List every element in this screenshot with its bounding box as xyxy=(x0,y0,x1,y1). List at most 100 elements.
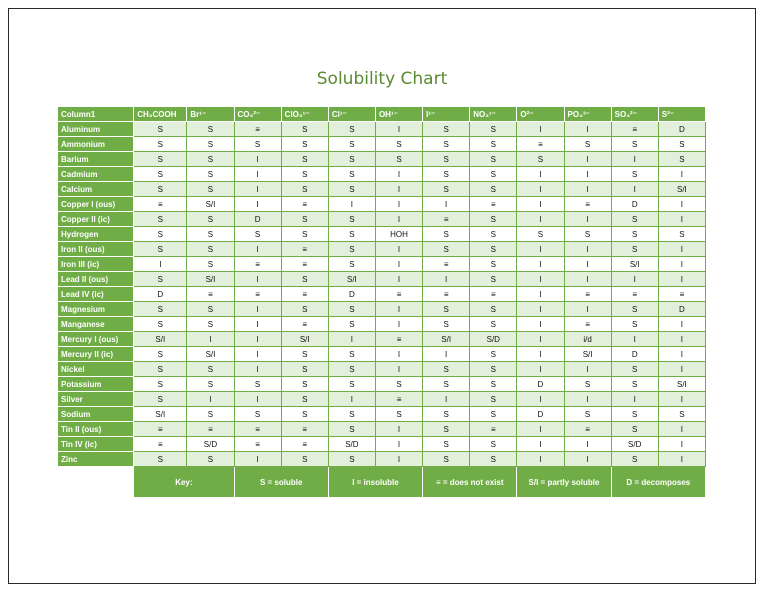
table-cell: I xyxy=(563,256,612,272)
table-cell: S xyxy=(280,151,329,167)
table-cell: ≡ xyxy=(469,421,518,437)
table-cell: ≡ xyxy=(280,241,329,257)
table-cell: ≡ xyxy=(610,121,659,137)
table-cell: S xyxy=(610,226,659,242)
table-cell: S xyxy=(233,406,282,422)
table-row: Iron III (ic) I S ≡ ≡ S I ≡ S I I S/I I xyxy=(56,256,707,272)
table-cell: S/I xyxy=(657,181,707,197)
key-row: Key: S = soluble I = insoluble ≡ = does not… xyxy=(57,466,707,498)
table-cell: S xyxy=(186,406,235,422)
table-cell: I xyxy=(516,256,565,272)
table-cell: S xyxy=(186,256,235,272)
table-cell: S xyxy=(133,376,188,392)
table-cell: S xyxy=(469,121,518,137)
table-cell: I xyxy=(657,316,707,332)
table-cell: S xyxy=(469,301,518,317)
table-cell: S xyxy=(186,361,235,377)
table-cell: ≡ xyxy=(610,286,659,302)
table-row: Cadmium S S I S S I S S I I S I xyxy=(56,166,707,182)
row-header: Nickel xyxy=(56,361,135,377)
table-cell: I xyxy=(610,151,659,167)
table-cell: ≡ xyxy=(233,256,282,272)
row-header: Cadmium xyxy=(56,166,135,182)
key-spacer xyxy=(57,466,134,498)
row-header: Lead IV (ic) xyxy=(56,286,135,302)
row-header: Copper II (ic) xyxy=(56,211,135,227)
key-entry: I = insoluble xyxy=(327,466,424,498)
table-cell: I xyxy=(516,451,565,467)
row-header: Silver xyxy=(56,391,135,407)
table-cell: S xyxy=(469,376,518,392)
table-cell: ≡ xyxy=(374,331,424,347)
table-cell: ≡ xyxy=(233,286,282,302)
table-cell: S xyxy=(422,166,471,182)
table-cell: S xyxy=(327,421,376,437)
table-cell: S xyxy=(563,376,612,392)
table-cell: I xyxy=(374,211,424,227)
table-cell: I xyxy=(657,421,707,437)
column-header: O²⁻ xyxy=(516,106,565,122)
table-cell: S/I xyxy=(186,271,235,287)
table-cell: ≡ xyxy=(186,421,235,437)
table-cell: S xyxy=(327,151,376,167)
table-cell: I xyxy=(233,181,282,197)
table-cell: S xyxy=(186,226,235,242)
table-cell: D xyxy=(327,286,376,302)
table-cell: I xyxy=(657,241,707,257)
table-cell: S xyxy=(422,121,471,137)
row-header: Lead II (ous) xyxy=(56,271,135,287)
table-cell: S/I xyxy=(657,376,707,392)
table-cell: S xyxy=(133,316,188,332)
table-cell: S xyxy=(133,166,188,182)
table-row: Copper I (ous) ≡ S/I I ≡ I I I ≡ I ≡ D I xyxy=(56,196,707,212)
table-cell: I xyxy=(516,196,565,212)
table-cell: S xyxy=(327,166,376,182)
table-cell: ≡ xyxy=(516,136,565,152)
table-cell: S xyxy=(374,136,424,152)
table-cell: I xyxy=(374,256,424,272)
table-cell: S xyxy=(327,451,376,467)
table-cell: I xyxy=(657,271,707,287)
table-row: Aluminum S S ≡ S S I S S I I ≡ D xyxy=(56,121,707,137)
table-cell: I xyxy=(657,436,707,452)
table-cell: S/D xyxy=(469,331,518,347)
table-cell: ≡ xyxy=(280,196,329,212)
table-cell: S xyxy=(610,316,659,332)
column-header: CO₃²⁻ xyxy=(233,106,282,122)
key-entry: S/I = partly soluble xyxy=(516,466,612,498)
table-cell: S xyxy=(133,391,188,407)
table-cell: S xyxy=(327,256,376,272)
table-cell: S/D xyxy=(610,436,659,452)
table-cell: S xyxy=(469,151,518,167)
table-cell: I xyxy=(516,301,565,317)
table-cell: S xyxy=(133,241,188,257)
table-cell: D xyxy=(610,196,659,212)
table-cell: S xyxy=(610,301,659,317)
solubility-table: Column1 CH₃COOH Br¹⁻ CO₃²⁻ ClO₃¹⁻ Cl¹⁻ OH¹⁻ I¹⁻… xyxy=(56,106,707,498)
table-cell: S xyxy=(233,136,282,152)
table-row: Sodium S/I S S S S S S S D S S S xyxy=(56,406,707,422)
table-cell: I xyxy=(516,346,565,362)
table-cell: I xyxy=(233,196,282,212)
table-cell: I xyxy=(422,271,471,287)
row-header: Potassium xyxy=(56,376,135,392)
table-cell: S xyxy=(422,361,471,377)
table-cell: S xyxy=(280,451,329,467)
table-cell: I xyxy=(563,271,612,287)
table-cell: I xyxy=(563,211,612,227)
table-cell: S xyxy=(610,376,659,392)
table-cell: S xyxy=(133,301,188,317)
table-cell: S xyxy=(133,451,188,467)
table-cell: D xyxy=(133,286,188,302)
table-cell: S xyxy=(280,181,329,197)
table-cell: S xyxy=(516,226,565,242)
table-cell: I xyxy=(233,166,282,182)
table-cell: S xyxy=(469,436,518,452)
key-entry: ≡ = does not exist xyxy=(422,466,518,498)
column-header: Cl¹⁻ xyxy=(327,106,376,122)
table-cell: S xyxy=(233,226,282,242)
row-header: Iron II (ous) xyxy=(56,241,135,257)
table-cell: S xyxy=(422,181,471,197)
table-cell: S xyxy=(374,406,424,422)
table-cell: S xyxy=(327,241,376,257)
